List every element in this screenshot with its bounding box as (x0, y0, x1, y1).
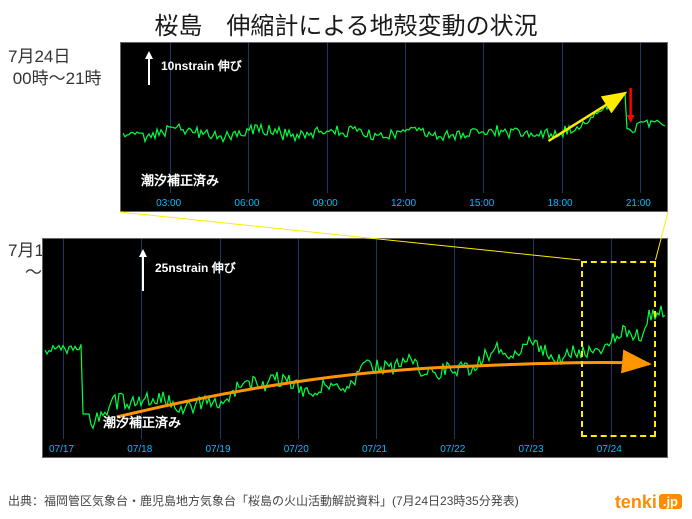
x-tick: 18:00 (548, 198, 573, 209)
source-citation: 出典：福岡管区気象台・鹿児島地方気象台「桜島の火山活動解説資料」(7月24日23… (8, 492, 519, 509)
x-tick: 06:00 (234, 198, 259, 209)
yellow-rise-arrow (548, 93, 625, 141)
x-tick: 07/23 (519, 444, 544, 455)
top-time-label: 7月24日 00時～21時 (8, 46, 102, 90)
logo-text: tenki (615, 492, 657, 512)
x-tick: 09:00 (313, 198, 338, 209)
page-title: 桜島 伸縮計による地殻変動の状況 (4, 2, 688, 47)
bottom-chart: 25nstrain 伸び 潮汐補正済み 07/17 07/18 07/19 07/20… (42, 238, 668, 458)
x-tick: 07/19 (206, 444, 231, 455)
scale-arrow-head (145, 51, 153, 59)
logo-ext: .jp (659, 494, 682, 509)
top-chart: 10nstrain 伸び 潮汐補正済み 03:00 06:00 09:00 12:00… (120, 42, 668, 212)
top-scale-label: 10nstrain 伸び (161, 57, 242, 74)
x-tick: 15:00 (469, 198, 494, 209)
x-tick: 07/24 (597, 444, 622, 455)
bottom-waveform (43, 239, 669, 441)
x-tick: 07/18 (127, 444, 152, 455)
tenki-logo: tenki.jp (615, 492, 682, 513)
x-tick: 07/22 (440, 444, 465, 455)
bottom-scale-label: 25nstrain 伸び (155, 259, 236, 276)
orange-trend-curve (117, 363, 649, 417)
red-arrow-head (627, 115, 635, 123)
x-tick: 07/21 (362, 444, 387, 455)
x-tick: 03:00 (156, 198, 181, 209)
x-tick: 07/17 (49, 444, 74, 455)
highlight-dash-box (581, 261, 656, 437)
bottom-scale-arrow-head (139, 249, 147, 257)
x-tick: 12:00 (391, 198, 416, 209)
top-tide-label: 潮汐補正済み (141, 170, 219, 189)
x-tick: 07/20 (284, 444, 309, 455)
bottom-tide-label: 潮汐補正済み (103, 412, 181, 431)
x-tick: 21:00 (626, 198, 651, 209)
